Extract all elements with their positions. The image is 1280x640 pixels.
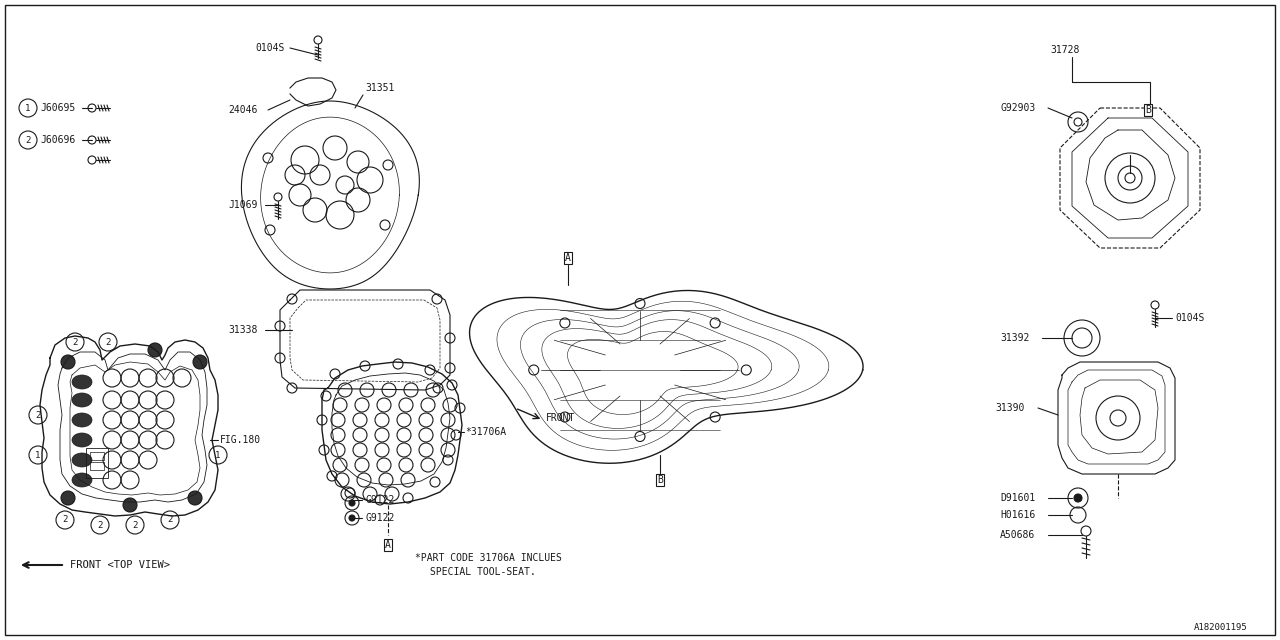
Text: 2: 2 [105, 337, 110, 346]
Circle shape [1074, 494, 1082, 502]
Text: 1: 1 [26, 104, 31, 113]
Text: 31728: 31728 [1050, 45, 1079, 55]
Text: B: B [1146, 105, 1151, 115]
Ellipse shape [72, 375, 92, 389]
Text: 2: 2 [97, 520, 102, 529]
Text: 1: 1 [36, 451, 41, 460]
Text: *PART CODE 31706A INCLUES: *PART CODE 31706A INCLUES [415, 553, 562, 563]
Text: 31351: 31351 [365, 83, 394, 93]
Text: FIG.180: FIG.180 [220, 435, 261, 445]
Bar [86, 448, 108, 478]
Text: A: A [385, 540, 390, 550]
Text: 0104S: 0104S [1175, 313, 1204, 323]
Circle shape [148, 343, 163, 357]
Text: A50686: A50686 [1000, 530, 1036, 540]
Ellipse shape [72, 453, 92, 467]
Text: FRONT: FRONT [547, 413, 576, 423]
Text: 2: 2 [63, 515, 68, 525]
Text: A182001195: A182001195 [1194, 623, 1248, 632]
Text: D91601: D91601 [1000, 493, 1036, 503]
Text: *31706A: *31706A [465, 427, 506, 437]
Text: SPECIAL TOOL-SEAT.: SPECIAL TOOL-SEAT. [430, 567, 536, 577]
Bar [90, 462, 104, 470]
Text: A: A [564, 253, 571, 263]
Text: 2: 2 [132, 520, 138, 529]
Text: J1069: J1069 [228, 200, 257, 210]
Text: 2: 2 [72, 337, 78, 346]
Text: H01616: H01616 [1000, 510, 1036, 520]
Text: G92903: G92903 [1000, 103, 1036, 113]
Text: 31390: 31390 [995, 403, 1024, 413]
Circle shape [61, 491, 76, 505]
Text: J60696: J60696 [40, 135, 76, 145]
Ellipse shape [72, 473, 92, 487]
Text: J60695: J60695 [40, 103, 76, 113]
Bar [90, 452, 104, 460]
Circle shape [349, 500, 355, 506]
Circle shape [123, 498, 137, 512]
Text: 31338: 31338 [228, 325, 257, 335]
Text: 24046: 24046 [228, 105, 257, 115]
Ellipse shape [72, 433, 92, 447]
Ellipse shape [72, 413, 92, 427]
Circle shape [193, 355, 207, 369]
Circle shape [61, 355, 76, 369]
Text: 1: 1 [215, 451, 220, 460]
Text: 2: 2 [36, 410, 41, 419]
Text: 2: 2 [168, 515, 173, 525]
Circle shape [349, 515, 355, 521]
Text: 2: 2 [26, 136, 31, 145]
Text: G9122: G9122 [365, 495, 394, 505]
Text: G9122: G9122 [365, 513, 394, 523]
Ellipse shape [72, 393, 92, 407]
Text: B: B [657, 475, 663, 485]
Circle shape [188, 491, 202, 505]
Text: 31392: 31392 [1000, 333, 1029, 343]
Text: FRONT <TOP VIEW>: FRONT <TOP VIEW> [70, 560, 170, 570]
Text: 0104S: 0104S [255, 43, 284, 53]
